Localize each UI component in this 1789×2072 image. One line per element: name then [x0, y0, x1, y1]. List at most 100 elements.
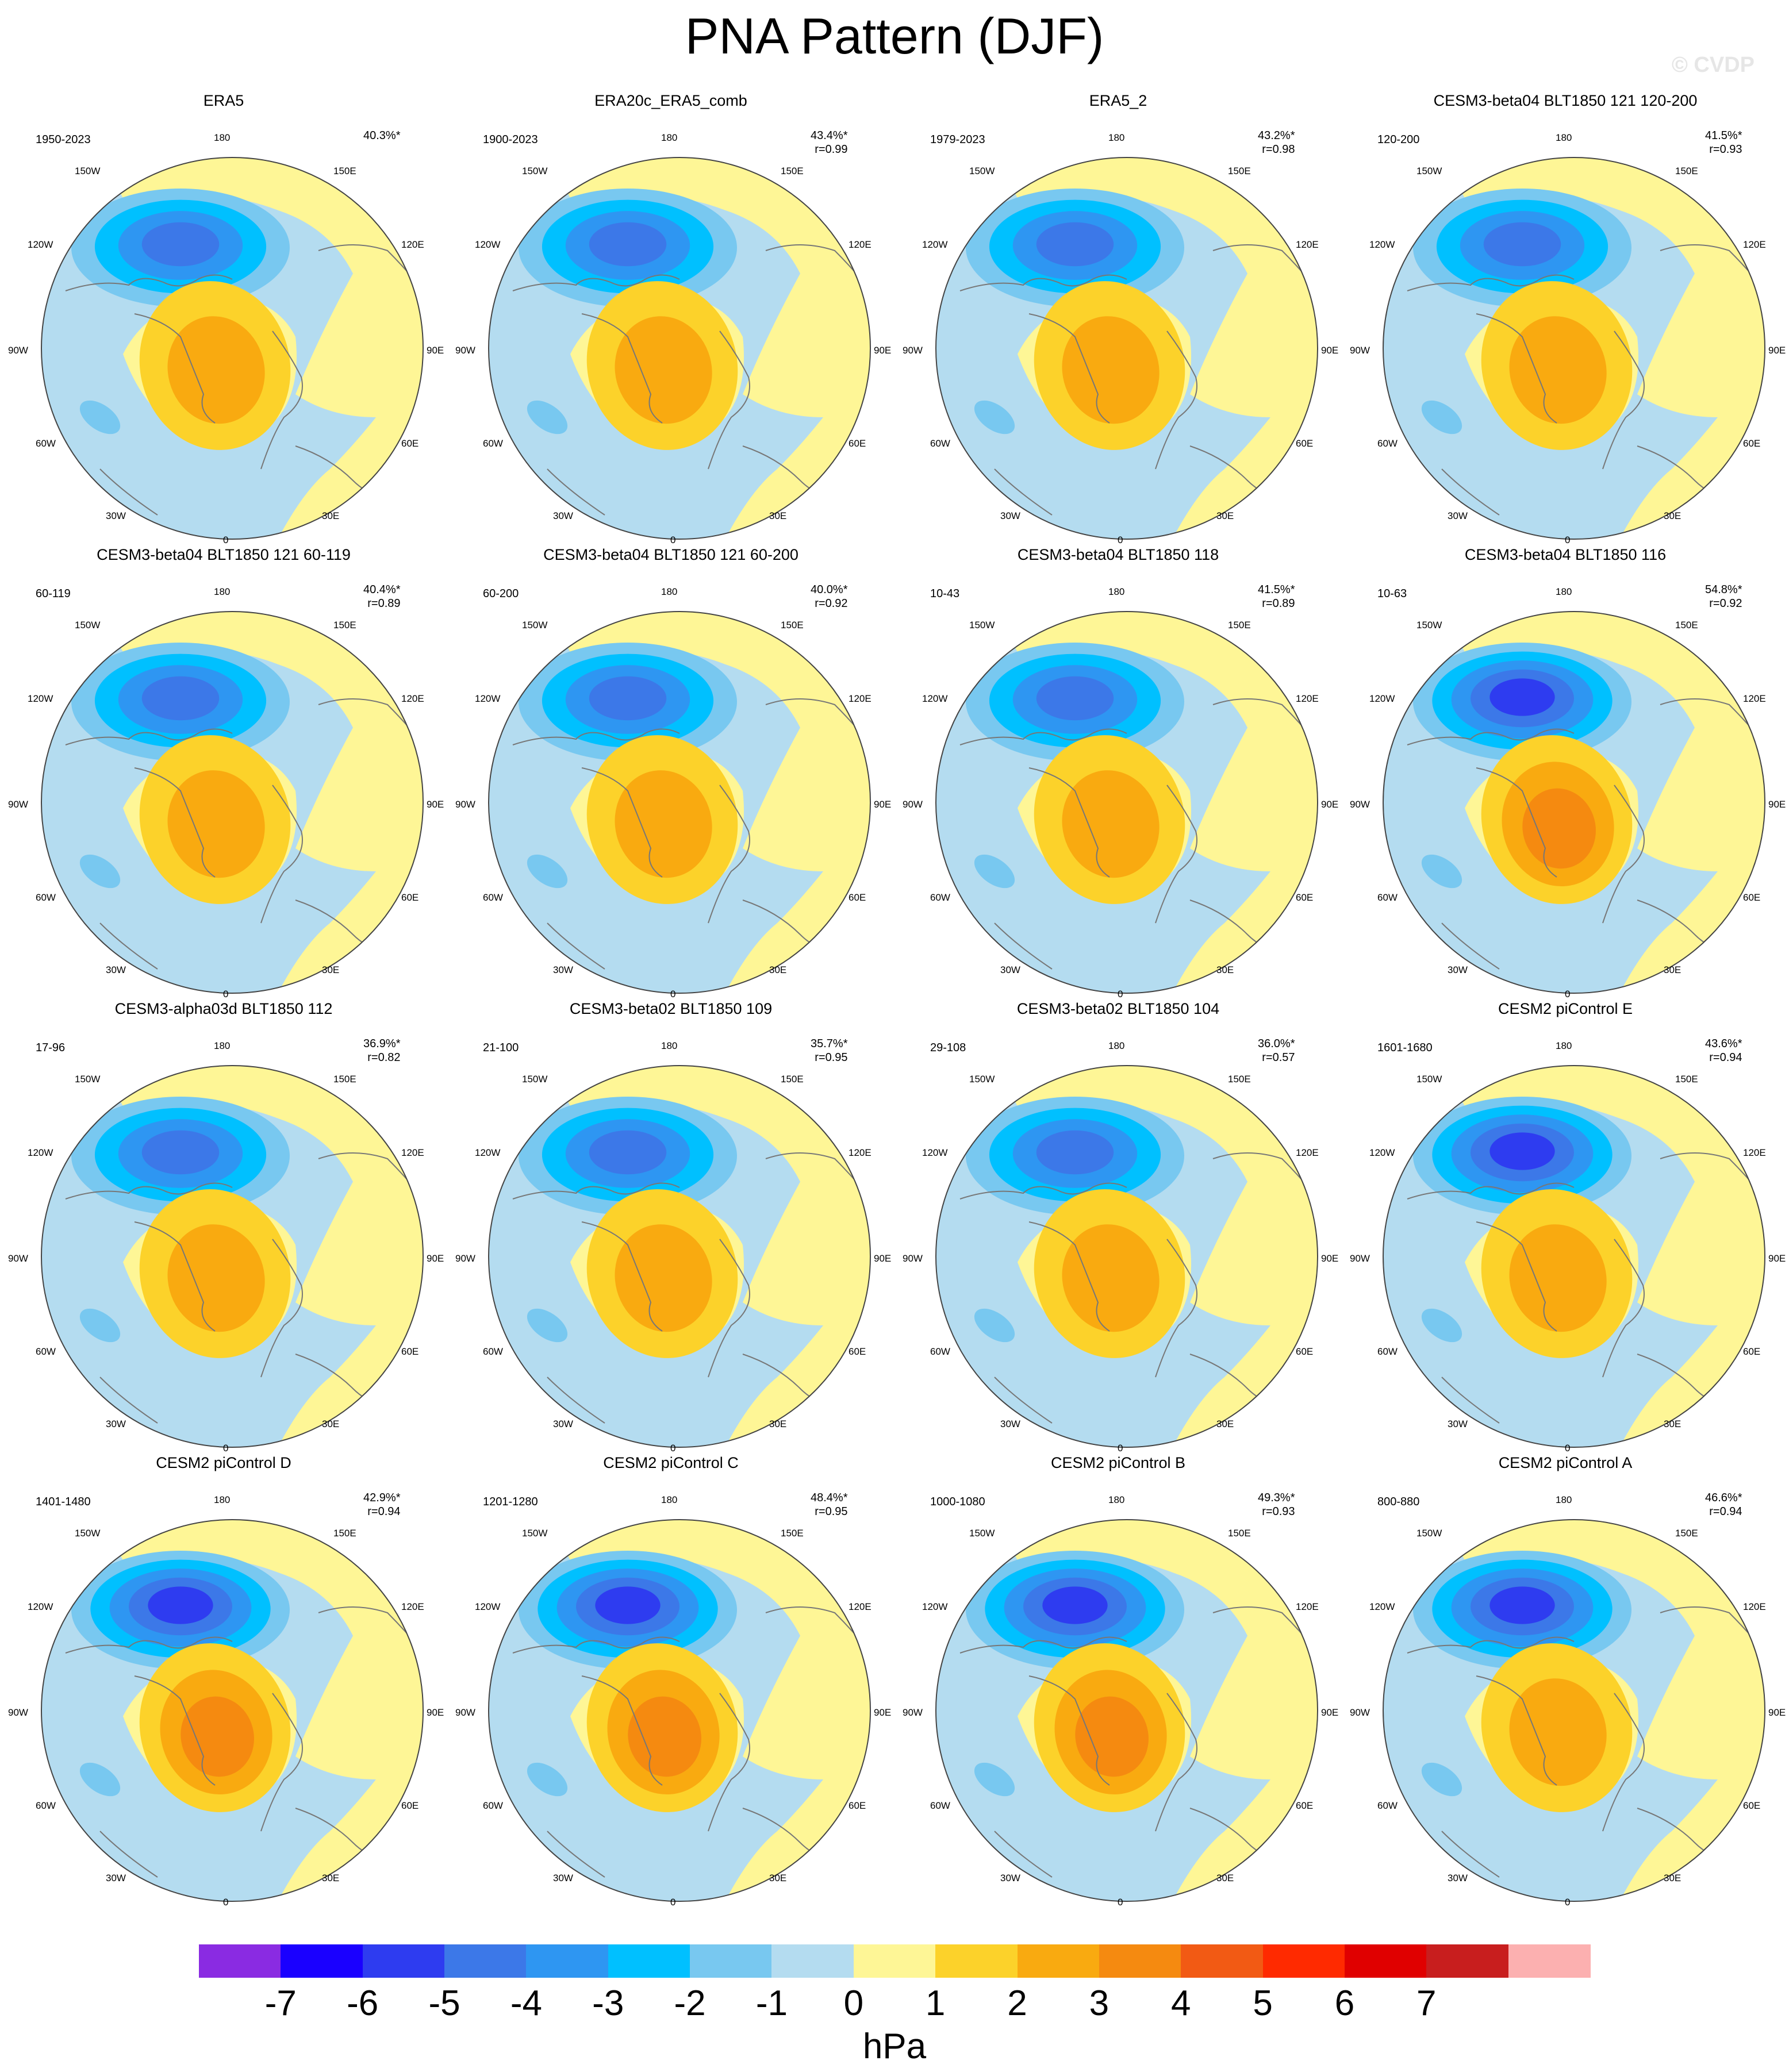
- coordinate-label: 60E: [1296, 1800, 1314, 1811]
- coastline: [581, 767, 663, 878]
- polar-map: [31, 147, 433, 549]
- colorbar-segment: [281, 1944, 363, 1978]
- coordinate-label: 150W: [75, 1074, 101, 1085]
- positive-anomaly-contour: [167, 770, 265, 878]
- coordinate-label: 30E: [322, 1419, 340, 1429]
- colorbar-tick-label: 3: [1089, 1983, 1110, 2023]
- polar-map-svg: [1383, 157, 1765, 540]
- coordinate-label: 120E: [849, 239, 872, 250]
- coordinate-label: 150W: [522, 1074, 548, 1085]
- coastline: [134, 767, 216, 878]
- colorbar-tick-label: 5: [1253, 1983, 1273, 2023]
- negative-anomaly-contour: [1036, 1130, 1114, 1175]
- coastline: [99, 1377, 158, 1424]
- colorbar-tick-label: -6: [347, 1983, 379, 2023]
- positive-anomaly-contour: [1509, 1678, 1607, 1786]
- coordinate-label: 120W: [1369, 239, 1395, 250]
- negative-anomaly-contour: [79, 854, 121, 889]
- panel-stats: 40.3%*: [363, 129, 401, 143]
- coordinate-label: 60W: [36, 438, 56, 449]
- coastline: [547, 468, 605, 516]
- coordinate-label: 150E: [333, 166, 356, 176]
- coastline: [1407, 728, 1575, 745]
- coordinate-label: 150E: [1228, 1528, 1251, 1539]
- coordinate-label: 150E: [781, 166, 804, 176]
- coordinate-label: 30E: [1664, 1873, 1681, 1883]
- panel-stats: 43.2%* r=0.98: [1258, 129, 1295, 156]
- map-panel: CESM2 piControl A 800-880 46.6%* r=0.94 180 1…: [1342, 1443, 1789, 1908]
- panel-correlation: r=0.94: [1709, 1505, 1742, 1518]
- coordinate-label: 90W: [1350, 1253, 1370, 1264]
- panel-title: ERA5: [203, 92, 244, 109]
- positive-anomaly-contour: [1509, 316, 1607, 424]
- coordinate-label: 90E: [1768, 1253, 1786, 1264]
- panel-stats: 41.5%* r=0.89: [1258, 583, 1295, 610]
- coastline: [959, 274, 1127, 291]
- coastline: [65, 1182, 233, 1200]
- coordinate-label: 120W: [1369, 1147, 1395, 1158]
- coordinate-label: 60E: [849, 1346, 866, 1357]
- colorbar-segment: [1181, 1944, 1264, 1978]
- coordinate-label: 60W: [1377, 892, 1398, 903]
- coastline: [1407, 1182, 1575, 1200]
- panel-title: CESM3-beta04 BLT1850 121 120-200: [1433, 92, 1698, 109]
- panel-variance: 36.0%*: [1258, 1037, 1295, 1050]
- panel-variance: 41.5%*: [1258, 583, 1295, 596]
- polar-map-svg: [1383, 1519, 1765, 1902]
- coordinate-label: 0: [223, 535, 229, 545]
- coordinate-label: 120W: [922, 1601, 948, 1612]
- panel-stats: 40.0%* r=0.92: [811, 583, 848, 610]
- panel-correlation: r=0.89: [1262, 597, 1295, 610]
- coastline: [65, 728, 233, 745]
- map-boundary: [935, 1519, 1318, 1902]
- map-boundary: [488, 157, 871, 540]
- colorbar-tick-label: -4: [510, 1983, 542, 2023]
- coordinate-label: 150W: [969, 620, 995, 631]
- positive-anomaly-contour: [1062, 1224, 1160, 1332]
- coastline: [1441, 1377, 1500, 1424]
- colorbar-segment: [1262, 1944, 1345, 1978]
- coordinate-label: 30E: [769, 1419, 787, 1429]
- polar-map: [1373, 1509, 1775, 1912]
- panel-stats: 43.6%* r=0.94: [1705, 1037, 1742, 1064]
- coordinate-label: 90E: [874, 1253, 892, 1264]
- coordinate-label: 0: [223, 1443, 229, 1454]
- coastline: [512, 1636, 680, 1654]
- panel-years: 1900-2023: [483, 133, 538, 146]
- coordinate-label: 90E: [427, 1253, 444, 1264]
- panel-variance: 43.4%*: [811, 129, 848, 142]
- coordinate-label: 30E: [769, 1873, 787, 1883]
- colorbar-segment: [1017, 1944, 1100, 1978]
- coordinate-label: 30W: [553, 964, 573, 975]
- coordinate-label: 90E: [1768, 1707, 1786, 1718]
- panel-variance: 48.4%*: [811, 1491, 848, 1504]
- panel-variance: 49.3%*: [1258, 1491, 1295, 1504]
- panel-variance: 54.8%*: [1705, 583, 1742, 596]
- map-boundary: [488, 1065, 871, 1448]
- coordinate-label: 180: [1556, 132, 1572, 143]
- negative-anomaly-contour: [974, 854, 1015, 889]
- negative-anomaly-contour: [1036, 676, 1114, 721]
- coordinate-label: 150W: [75, 166, 101, 176]
- panel-variance: 35.7%*: [811, 1037, 848, 1050]
- coordinate-label: 120W: [922, 239, 948, 250]
- map-boundary: [1383, 1065, 1765, 1448]
- coordinate-label: 180: [214, 132, 231, 143]
- coastline: [512, 728, 680, 745]
- colorbar-segment: [608, 1944, 691, 1978]
- coastline: [1028, 767, 1110, 878]
- coordinate-label: 30E: [769, 510, 787, 521]
- coastline: [1602, 785, 1645, 924]
- coordinate-label: 30E: [1664, 510, 1681, 521]
- polar-map: [926, 1055, 1328, 1458]
- coordinate-label: 120E: [1296, 1147, 1319, 1158]
- panel-stats: 42.9%* r=0.94: [363, 1491, 401, 1519]
- coordinate-label: 0: [1565, 535, 1571, 545]
- coordinate-label: 60W: [1377, 438, 1398, 449]
- coordinate-label: 60W: [930, 438, 950, 449]
- coordinate-label: 60W: [930, 892, 950, 903]
- coordinate-label: 90E: [1321, 1253, 1339, 1264]
- coordinate-label: 60E: [401, 438, 419, 449]
- colorbar-segment: [1099, 1944, 1182, 1978]
- panel-stats: 40.4%* r=0.89: [363, 583, 401, 610]
